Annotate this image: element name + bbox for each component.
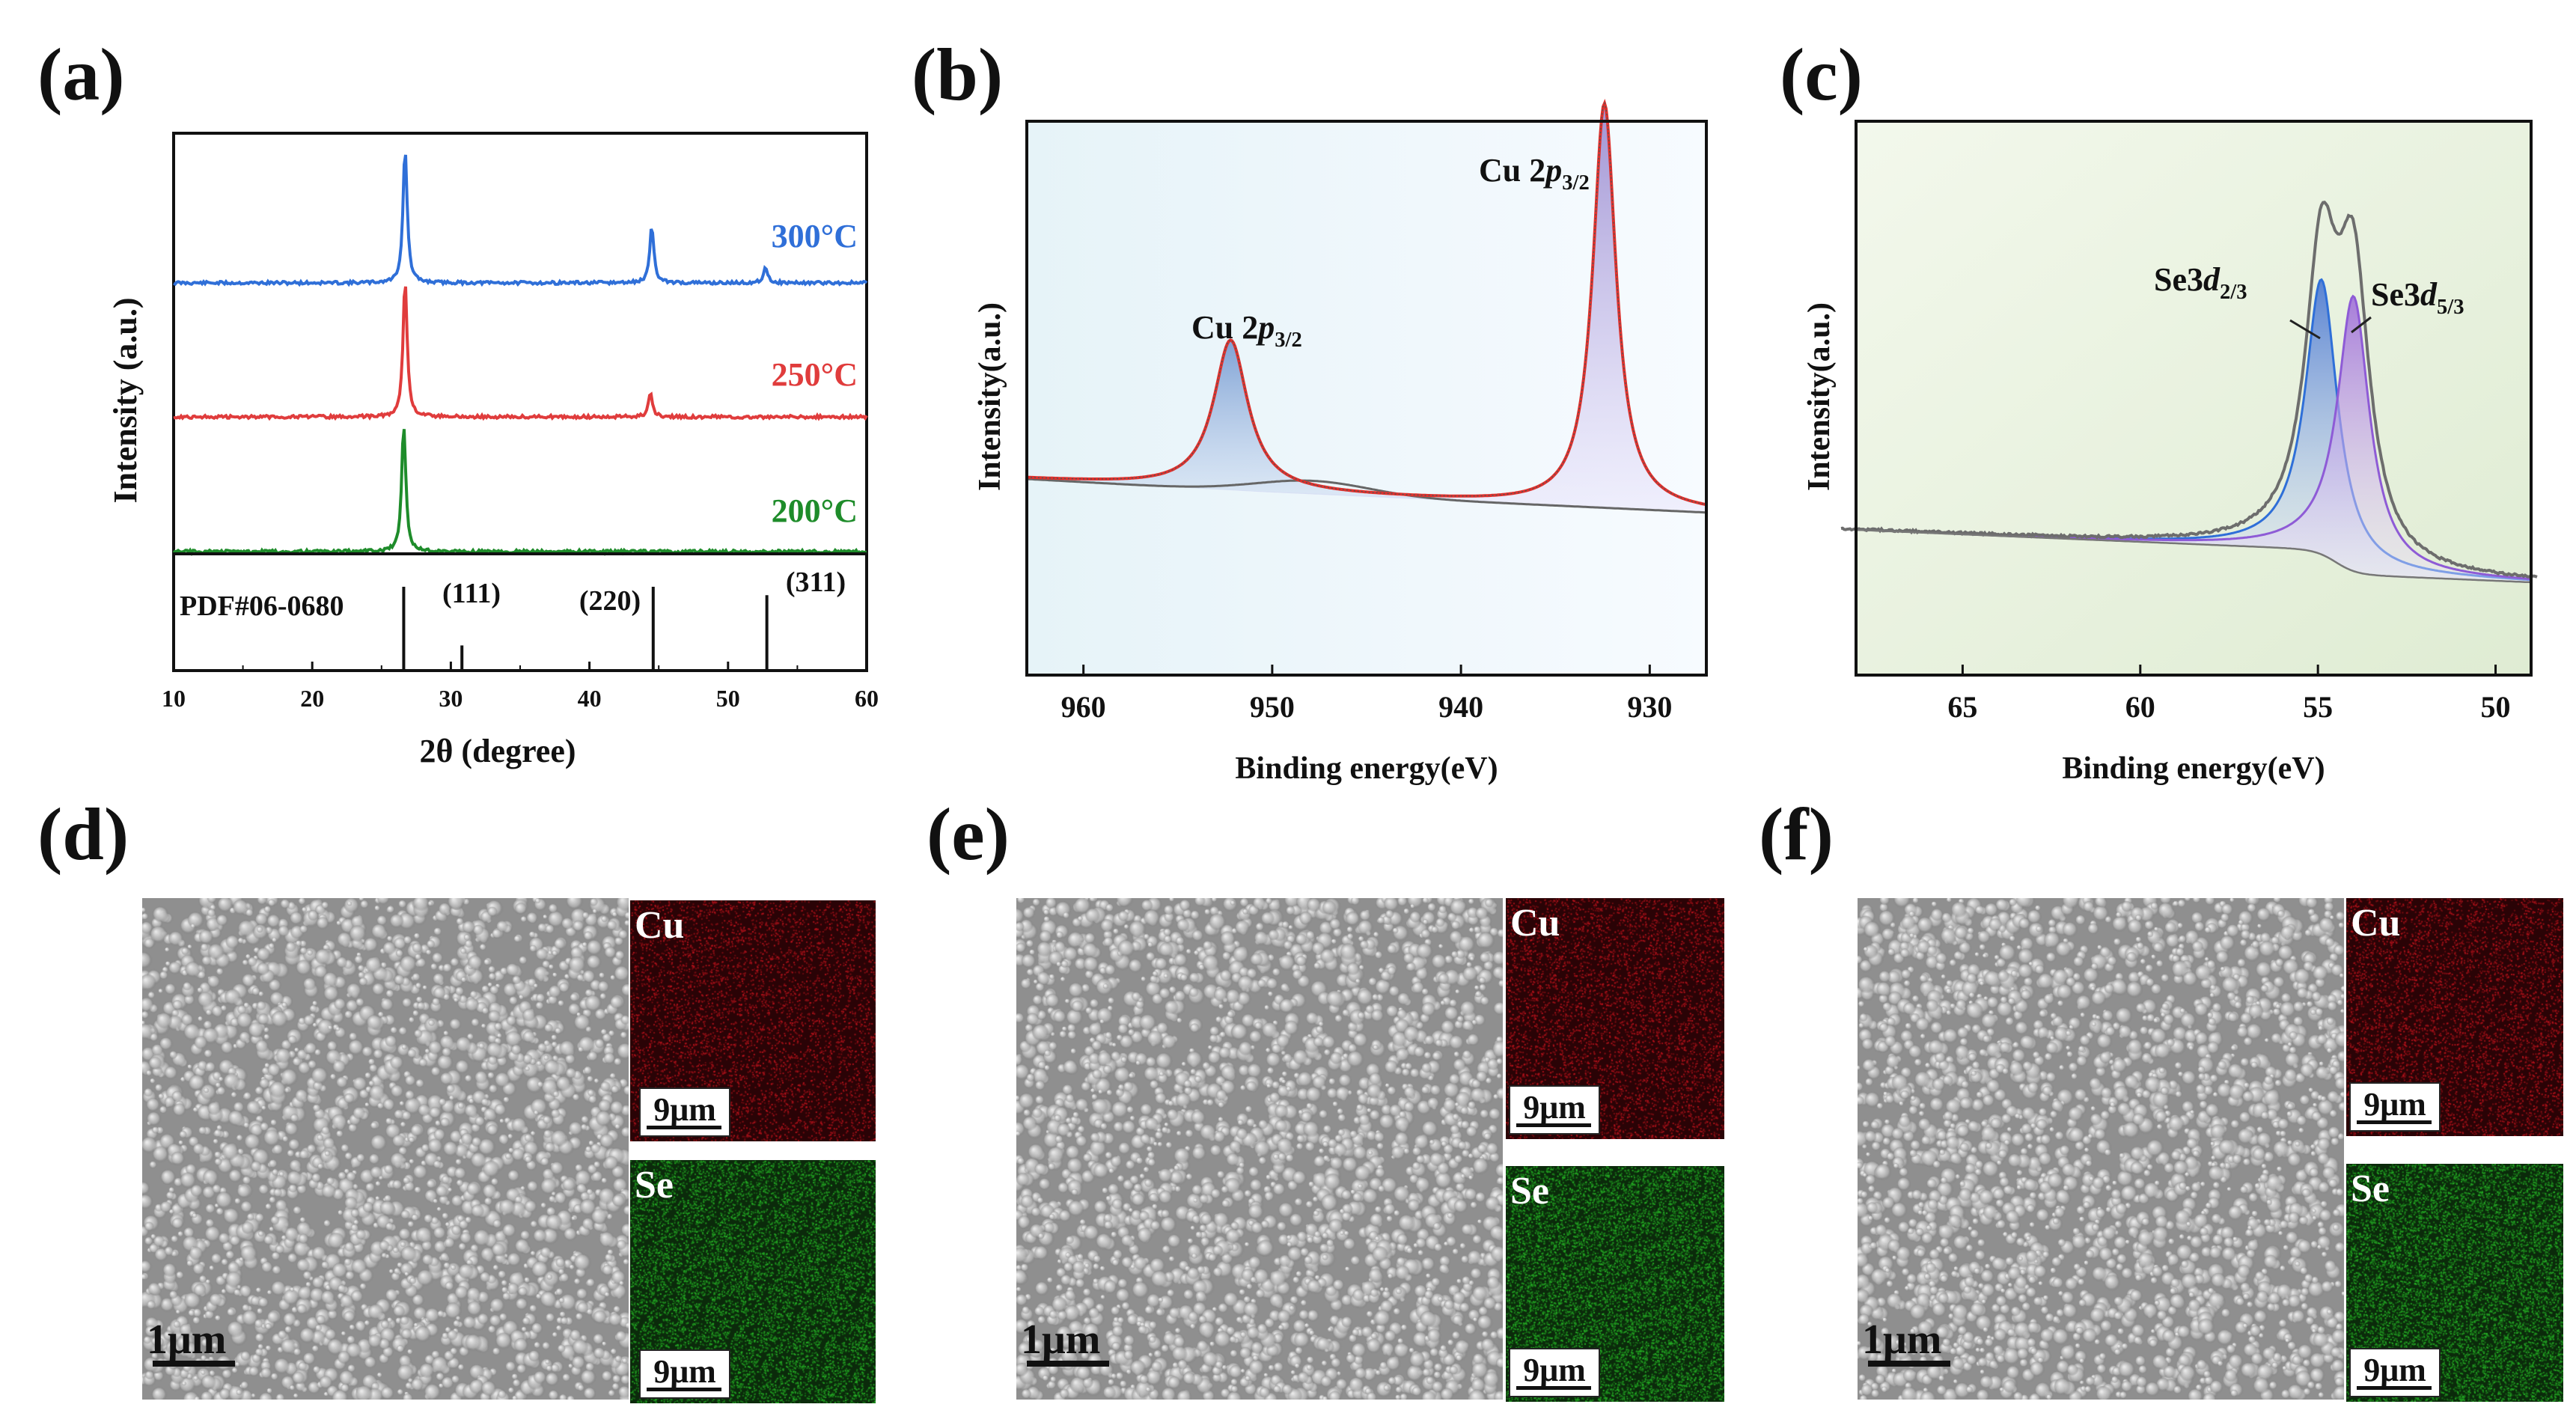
- plot-frame: [1855, 120, 2533, 677]
- x-tick-label: 960: [1061, 690, 1106, 724]
- x-axis-label: 2θ (degree): [419, 733, 576, 769]
- se-map-label: Se: [635, 1164, 674, 1206]
- panel-label-d: (d): [37, 793, 129, 876]
- cu-map-label: Cu: [2351, 902, 2401, 945]
- x-tick-label: 50: [2481, 690, 2511, 724]
- se-map-f: Se 9μm: [2346, 1164, 2563, 1402]
- plot-frame: [1025, 120, 1708, 677]
- plot-background: [1856, 121, 2531, 675]
- x-axis-label: Binding energy(eV): [1235, 751, 1498, 786]
- peak-annotation: Cu 2p3/2: [1191, 309, 1302, 352]
- map-scale-bar: [647, 1126, 721, 1129]
- map-scale-label: 9μm: [2363, 1086, 2426, 1123]
- cu-map-label: Cu: [1510, 902, 1560, 945]
- map-scale-bar: [1516, 1386, 1591, 1390]
- se-map-label: Se: [2351, 1168, 2390, 1210]
- sem-image-f: 1μm: [1858, 898, 2344, 1400]
- panel-label-f: (f): [1759, 793, 1834, 876]
- map-scale-bar: [2357, 1120, 2432, 1124]
- cu-map-label: Cu: [635, 904, 685, 947]
- sem-scale-bar: [1868, 1361, 1950, 1367]
- peak-fill: [1027, 103, 1706, 513]
- x-tick-label: 30: [439, 685, 463, 712]
- x-tick-label: 10: [162, 685, 186, 712]
- peak-annotation: Cu 2p3/2: [1479, 152, 1590, 195]
- sem-image-e: 1μm: [1016, 898, 1503, 1400]
- fit-envelope: [1840, 201, 2538, 579]
- xrd-series-2: [172, 429, 867, 557]
- annotation-arrow: [2351, 316, 2372, 334]
- se-map-e: Se 9μm: [1506, 1166, 1724, 1402]
- sem-scale-label: 1μm: [1862, 1316, 1942, 1363]
- cu-map-e: Cu 9μm: [1506, 898, 1724, 1139]
- cu-map-f: Cu 9μm: [2346, 898, 2563, 1136]
- sem-scale-bar: [153, 1361, 235, 1367]
- cu-map-d: Cu 9μm: [630, 900, 876, 1141]
- map-scale-label: 9μm: [1523, 1352, 1586, 1388]
- map-scale-box: 9μm: [2349, 1348, 2441, 1397]
- background-line: [1026, 477, 1707, 514]
- x-tick-label: 55: [2303, 690, 2333, 724]
- reference-line-label: (111): [442, 578, 501, 609]
- x-tick-label: 950: [1250, 690, 1295, 724]
- raw-data: [1026, 101, 1707, 505]
- panel-label-b: (b): [912, 33, 1004, 116]
- sem-texture: [142, 898, 629, 1400]
- panel-label-a: (a): [37, 33, 125, 116]
- y-axis-label: Intensity(a.u.): [973, 302, 1007, 491]
- xps-cu-chart: 960 950 940 930 Binding energy(eV) Intensity(…: [973, 99, 1708, 786]
- legend-label: 300°C: [772, 218, 858, 254]
- peak-fill: [1856, 296, 2531, 582]
- map-scale-box: 9μm: [2349, 1082, 2441, 1132]
- sem-texture: [1858, 898, 2344, 1400]
- peak-annotation: Se3d5/3: [2371, 276, 2464, 319]
- x-tick-label: 60: [855, 685, 879, 712]
- x-tick-label: 930: [1627, 690, 1672, 724]
- peak-annotation: Se3d2/3: [2154, 261, 2247, 304]
- map-scale-bar: [1516, 1123, 1591, 1127]
- xrd-series-0: [173, 154, 868, 287]
- sem-scale-label: 1μm: [1021, 1316, 1101, 1363]
- map-scale-label: 9μm: [653, 1091, 716, 1128]
- se-map-label: Se: [1510, 1170, 1549, 1212]
- x-tick-label: 60: [2125, 690, 2155, 724]
- peak-fill: [1027, 341, 1706, 513]
- annotation-arrow: [2289, 319, 2321, 340]
- reference-label: PDF#06-0680: [180, 591, 344, 622]
- y-axis-label: Intensity (a.u.): [107, 297, 144, 503]
- map-scale-label: 9μm: [1523, 1089, 1586, 1126]
- reference-line-label: (311): [786, 567, 846, 598]
- panel-label-c: (c): [1780, 33, 1863, 116]
- map-scale-box: 9μm: [1509, 1085, 1600, 1135]
- x-tick-label: 940: [1438, 690, 1483, 724]
- xrd-series-1: [173, 286, 868, 421]
- sem-scale-bar: [1027, 1361, 1109, 1367]
- legend-label: 250°C: [772, 356, 858, 393]
- panel-label-e: (e): [927, 793, 1010, 876]
- xps-se-chart: 65 60 55 50 Binding energy(eV) Intensity(a.u.…: [1802, 120, 2538, 786]
- sem-image-d: 1μm: [142, 898, 629, 1400]
- se-map-d: Se 9μm: [630, 1160, 876, 1403]
- map-scale-box: 9μm: [639, 1349, 730, 1399]
- y-axis-label: Intensity(a.u.): [1802, 302, 1837, 491]
- reference-line-label: (220): [579, 585, 641, 617]
- x-tick-label: 65: [1947, 690, 1977, 724]
- legend-label: 200°C: [772, 492, 858, 529]
- map-scale-box: 9μm: [1509, 1348, 1600, 1397]
- background-line: [1855, 528, 2532, 584]
- map-scale-box: 9μm: [639, 1087, 730, 1137]
- map-scale-bar: [647, 1388, 721, 1391]
- map-scale-label: 9μm: [2363, 1352, 2426, 1388]
- map-scale-label: 9μm: [653, 1353, 716, 1390]
- sem-texture: [1016, 898, 1503, 1400]
- x-tick-label: 50: [716, 685, 740, 712]
- x-tick-label: 20: [300, 685, 324, 712]
- x-axis-label: Binding energy(eV): [2062, 751, 2325, 786]
- sem-scale-label: 1μm: [147, 1316, 227, 1363]
- xrd-chart: 300°C 250°C 200°C PDF#06-0680 (111) (220) (311…: [107, 132, 879, 769]
- map-scale-bar: [2357, 1386, 2432, 1390]
- x-tick-label: 40: [578, 685, 602, 712]
